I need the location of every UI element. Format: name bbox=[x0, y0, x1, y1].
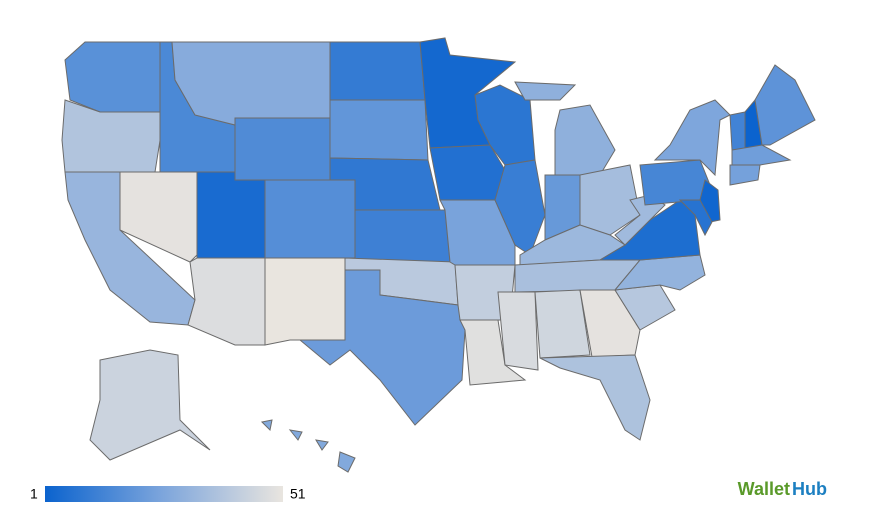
logo-left: Wallet bbox=[738, 479, 790, 499]
state[interactable] bbox=[678, 199, 713, 237]
legend-gradient bbox=[45, 486, 283, 502]
state[interactable] bbox=[260, 419, 356, 473]
states bbox=[61, 37, 816, 473]
state[interactable] bbox=[639, 159, 711, 206]
state[interactable] bbox=[329, 99, 429, 161]
state[interactable] bbox=[264, 179, 356, 259]
state[interactable] bbox=[429, 144, 506, 201]
state[interactable] bbox=[579, 164, 641, 236]
state[interactable] bbox=[354, 209, 451, 263]
state[interactable] bbox=[196, 171, 266, 259]
legend-min: 1 bbox=[30, 486, 38, 502]
state[interactable] bbox=[187, 257, 266, 346]
state[interactable] bbox=[119, 171, 198, 263]
logo-right: Hub bbox=[792, 479, 827, 499]
state[interactable] bbox=[539, 354, 651, 441]
state[interactable] bbox=[298, 269, 466, 426]
state[interactable] bbox=[534, 289, 591, 359]
state[interactable] bbox=[234, 117, 331, 181]
state[interactable] bbox=[731, 144, 792, 166]
state[interactable] bbox=[89, 349, 211, 461]
state[interactable] bbox=[699, 179, 721, 223]
state[interactable] bbox=[459, 319, 527, 386]
state[interactable] bbox=[329, 41, 426, 101]
state[interactable] bbox=[61, 99, 163, 173]
legend-max: 51 bbox=[290, 486, 306, 502]
state[interactable] bbox=[171, 41, 331, 126]
state[interactable] bbox=[64, 41, 161, 113]
state[interactable] bbox=[729, 111, 746, 151]
state[interactable] bbox=[754, 64, 816, 146]
state[interactable] bbox=[497, 291, 539, 371]
state[interactable] bbox=[729, 164, 761, 186]
state[interactable] bbox=[264, 257, 346, 346]
